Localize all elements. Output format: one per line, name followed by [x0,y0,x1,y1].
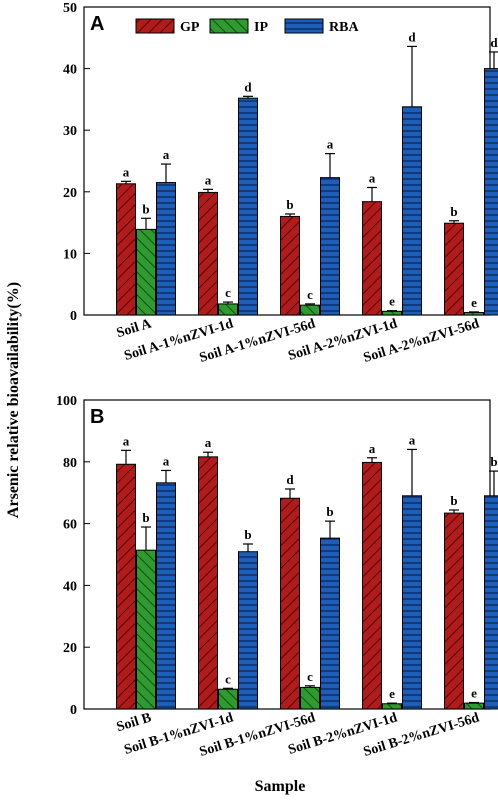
panel-a-letter: A [90,13,104,35]
panel-b-y-tick-label: 100 [56,394,77,409]
panel-b-y-tick-label: 20 [63,641,77,656]
panel-b-y-tick-label: 60 [63,518,77,533]
legend-label-rba: RBA [329,20,359,35]
panel-b-significance-label: a [123,433,130,448]
panel-a-bar-rba [321,178,340,315]
panel-a-bar-ip [465,313,484,315]
panel-a-y-tick-label: 40 [63,63,77,78]
legend-label-gp: GP [180,20,200,35]
panel-b-bar-rba [485,496,498,709]
panel-b-bar-gp [199,457,218,709]
panel-b-bar-rba [239,552,258,709]
panel-a-bar-rba [157,183,176,315]
panel-b-bar-ip [219,689,238,709]
panel-a-significance-label: d [408,29,416,44]
panel-a-significance-label: b [450,204,457,219]
panel-b-significance-label: b [142,510,149,525]
panel-a-significance-label: a [327,137,334,152]
panel-a-bar-ip [383,311,402,315]
panel-b-bar-ip [137,550,156,709]
panel-a-bar-gp [445,223,464,315]
panel-b-bar-rba [403,496,422,709]
legend-label-ip: IP [254,20,268,35]
panel-b-significance-label: a [409,432,416,447]
panel-a-significance-label: d [490,35,498,50]
panel-a-significance-label: a [369,170,376,185]
x-axis-title: Sample [255,778,306,795]
panel-a-bar-rba [239,98,258,315]
panel-a-bar-ip [301,305,320,315]
panel-a-significance-label: a [205,172,212,187]
panel-b-bar-gp [281,498,300,709]
panel-b-y-tick-label: 0 [70,703,77,718]
panel-a-significance-label: d [244,79,252,94]
panel-a-significance-label: e [471,295,477,310]
panel-a-bar-ip [219,304,238,315]
panel-a-y-tick-label: 20 [63,186,77,201]
panel-a-y-tick-label: 0 [70,309,77,324]
panel-a-bar-gp [363,202,382,315]
panel-b-significance-label: c [307,669,313,684]
panel-b-significance-label: d [286,472,294,487]
panel-b-bar-gp [445,513,464,709]
panel-b-significance-label: a [369,441,376,456]
panel-a-bar-gp [199,192,218,315]
panel-b-bar-rba [321,538,340,709]
panel-b-y-tick-label: 40 [63,579,77,594]
panel-a-bar-gp [281,216,300,315]
y-axis-title: Arsenic relative bioavailability(%) [5,282,22,518]
legend-swatch-rba [285,19,323,33]
panel-b-significance-label: a [163,453,170,468]
panel-a-significance-label: c [307,287,313,302]
panel-b-significance-label: e [389,686,395,701]
panel-a-significance-label: b [142,201,149,216]
panel-a-y-tick-label: 30 [63,124,77,139]
legend-swatch-gp [136,19,174,33]
panel-a-significance-label: e [389,294,395,309]
panel-a-bar-ip [137,229,156,315]
panel-a-category-label: Soil A [115,316,154,341]
panel-b-letter: B [90,406,104,428]
panel-a-significance-label: c [225,285,231,300]
panel-b-significance-label: b [244,527,251,542]
panel-b-significance-label: e [471,686,477,701]
panel-b-bar-gp [117,464,136,709]
panel-b-bar-ip [383,704,402,709]
panel-b-bar-ip [301,687,320,709]
panel-b-significance-label: b [326,504,333,519]
panel-b-bar-ip [465,703,484,709]
panel-a-bar-gp [117,184,136,315]
panel-b-significance-label: a [205,435,212,450]
panel-a-bar-rba [485,69,498,315]
legend-swatch-ip [210,19,248,33]
panel-a-significance-label: a [163,147,170,162]
panel-b-category-label: Soil B [115,710,153,735]
panel-a-significance-label: b [286,197,293,212]
panel-a-bar-rba [403,107,422,315]
panel-b-significance-label: b [450,493,457,508]
panel-a-y-tick-label: 50 [63,1,77,16]
panel-b-significance-label: b [490,454,497,469]
panel-b-bar-gp [363,462,382,709]
panel-b-significance-label: c [225,671,231,686]
panel-b-y-tick-label: 80 [63,456,77,471]
panel-a-significance-label: a [123,164,130,179]
panel-a-y-tick-label: 10 [63,247,77,262]
panel-b-bar-rba [157,483,176,709]
